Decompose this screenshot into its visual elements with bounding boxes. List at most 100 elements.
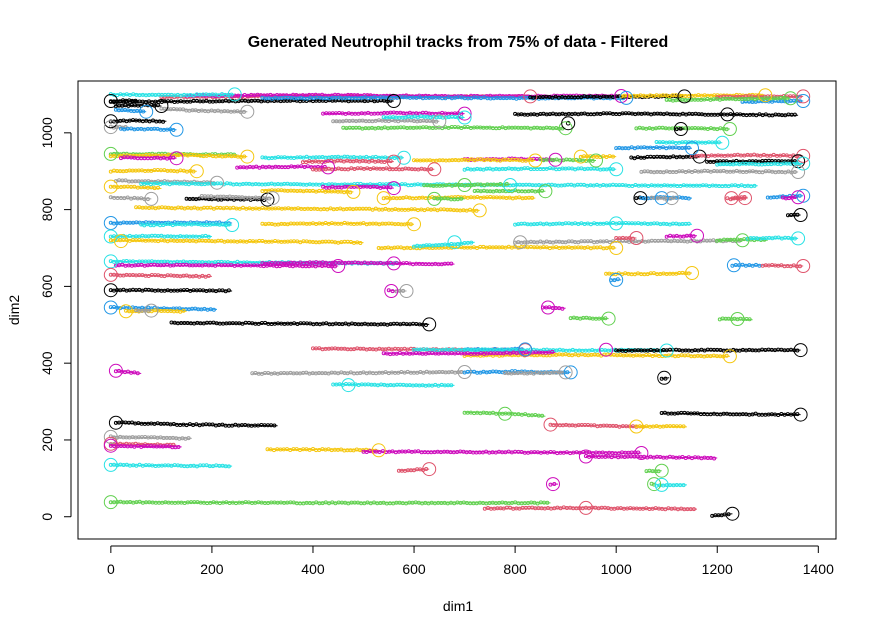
track-36 [578, 154, 617, 159]
track-point [372, 111, 377, 116]
track-point [607, 240, 612, 245]
track-point [199, 194, 204, 198]
track-point [184, 108, 189, 113]
track-point [298, 501, 303, 506]
track-point [429, 167, 434, 172]
track-point [469, 240, 474, 245]
track-point [711, 353, 716, 358]
track-point [434, 119, 439, 124]
track-point [160, 205, 164, 210]
track-point [566, 221, 571, 226]
track-point [551, 240, 555, 245]
track-point [743, 263, 748, 268]
track-96 [169, 320, 430, 327]
track-point [504, 181, 509, 186]
track-point [747, 412, 752, 417]
track-point [411, 321, 416, 326]
track-119 [583, 454, 718, 461]
track-point [661, 145, 665, 150]
track-67 [139, 221, 233, 228]
track-30 [300, 158, 394, 165]
track-point [211, 307, 216, 312]
track-point [243, 320, 248, 325]
track-point [671, 98, 675, 103]
track-point [204, 463, 209, 468]
track-point [442, 207, 446, 212]
track-point [686, 196, 691, 201]
track-point [178, 309, 183, 314]
track-point [169, 320, 174, 325]
track-point [760, 170, 765, 175]
track-point [547, 246, 552, 251]
track-17 [321, 110, 465, 116]
track-point [664, 146, 669, 151]
track-89 [394, 288, 407, 294]
track-82 [108, 272, 212, 279]
track-point [740, 262, 745, 267]
track-point [756, 162, 761, 167]
track-point [667, 94, 672, 99]
track-point [123, 178, 128, 183]
track-line [262, 156, 404, 159]
track-123 [548, 482, 559, 487]
track-point [305, 164, 310, 169]
track-point [165, 262, 170, 267]
track-point [538, 239, 543, 244]
track-line [262, 222, 415, 225]
track-point [364, 371, 369, 376]
track-point [783, 170, 788, 175]
track-point [686, 145, 691, 150]
track-point [346, 167, 351, 172]
track-point [161, 119, 166, 124]
track-point [416, 449, 421, 454]
track-point [419, 450, 424, 455]
track-point [257, 165, 262, 170]
track-point [516, 167, 521, 172]
track-point [646, 184, 651, 188]
track-point [648, 154, 653, 159]
track-point [276, 155, 281, 160]
track-point [449, 125, 454, 129]
track-point [112, 305, 116, 309]
track-point [292, 156, 296, 160]
track-point [353, 260, 357, 265]
track-point [273, 222, 278, 227]
track-point [649, 238, 654, 243]
track-point [612, 278, 617, 283]
track-point [645, 154, 650, 159]
track-69 [513, 220, 693, 227]
track-point [378, 98, 383, 103]
track-point [204, 422, 209, 427]
track-point [132, 184, 137, 189]
y-axis-label: dim2 [6, 295, 22, 326]
track-108 [659, 376, 670, 381]
track-point [647, 468, 652, 473]
track-point [686, 353, 690, 358]
track-point [510, 196, 515, 201]
track-point [179, 93, 183, 98]
track-point [650, 126, 655, 131]
track-line [691, 154, 804, 157]
track-point [196, 109, 201, 113]
track-34 [614, 145, 693, 151]
track-point [195, 464, 199, 469]
track-14 [108, 118, 167, 124]
track-point [699, 456, 704, 461]
track-point [397, 167, 402, 172]
track-point [776, 235, 781, 240]
track-point [345, 239, 350, 244]
track-point [170, 223, 175, 228]
track-point [453, 125, 457, 129]
track-point [173, 500, 177, 505]
track-point [579, 239, 584, 244]
track-point [554, 157, 559, 162]
track-43 [108, 168, 197, 174]
track-point [478, 411, 483, 416]
track-point [711, 238, 716, 243]
y-tick-label: 600 [39, 274, 55, 298]
track-point [718, 412, 723, 417]
track-28 [260, 154, 404, 161]
track-point [698, 412, 703, 417]
track-point [144, 152, 149, 157]
track-point [141, 109, 146, 114]
